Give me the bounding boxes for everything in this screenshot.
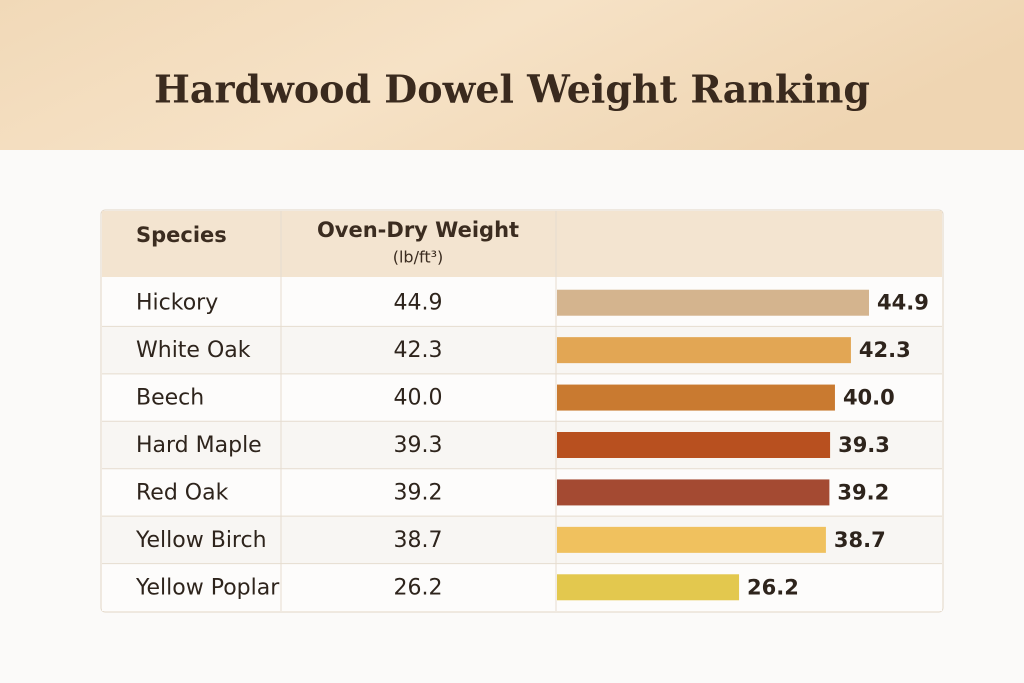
value-cell: 40.0: [394, 386, 443, 411]
value-cell: 42.3: [394, 338, 443, 363]
value-cell: 38.7: [394, 528, 443, 553]
bar-value-label: 39.3: [838, 433, 890, 457]
bar-value-label: 38.7: [834, 528, 886, 552]
row-band: [102, 563, 942, 611]
bar-value-label: 40.0: [843, 386, 895, 410]
unit-label: (lb/ft³): [393, 248, 444, 267]
chart-title: Hardwood Dowel Weight Ranking: [154, 67, 870, 112]
header-row: [102, 211, 942, 277]
category-label: Hard Maple: [136, 433, 262, 458]
bar-value-label: 26.2: [747, 575, 799, 599]
value-cell: 39.2: [394, 480, 443, 505]
value-cell: 26.2: [394, 575, 443, 600]
bar: [557, 574, 740, 601]
category-label: Yellow Poplar: [135, 575, 280, 600]
bar: [557, 337, 851, 364]
title-banner: [0, 0, 1024, 150]
category-label: Yellow Birch: [135, 528, 267, 553]
value-cell: 39.3: [394, 433, 443, 458]
bar: [557, 479, 830, 506]
category-label: Red Oak: [136, 480, 229, 505]
label-header: Species: [136, 223, 227, 247]
value-header: Oven-Dry Weight: [317, 218, 519, 242]
bar: [557, 526, 826, 553]
bar-value-label: 44.9: [877, 291, 929, 315]
bar: [557, 289, 869, 316]
bar: [557, 432, 831, 458]
bar-value-label: 39.2: [837, 480, 889, 504]
category-label: Beech: [136, 386, 204, 411]
value-cell: 44.9: [394, 291, 443, 316]
bar: [557, 384, 835, 411]
category-label: White Oak: [136, 338, 251, 363]
category-label: Hickory: [136, 291, 218, 316]
bar-value-label: 42.3: [859, 338, 911, 362]
